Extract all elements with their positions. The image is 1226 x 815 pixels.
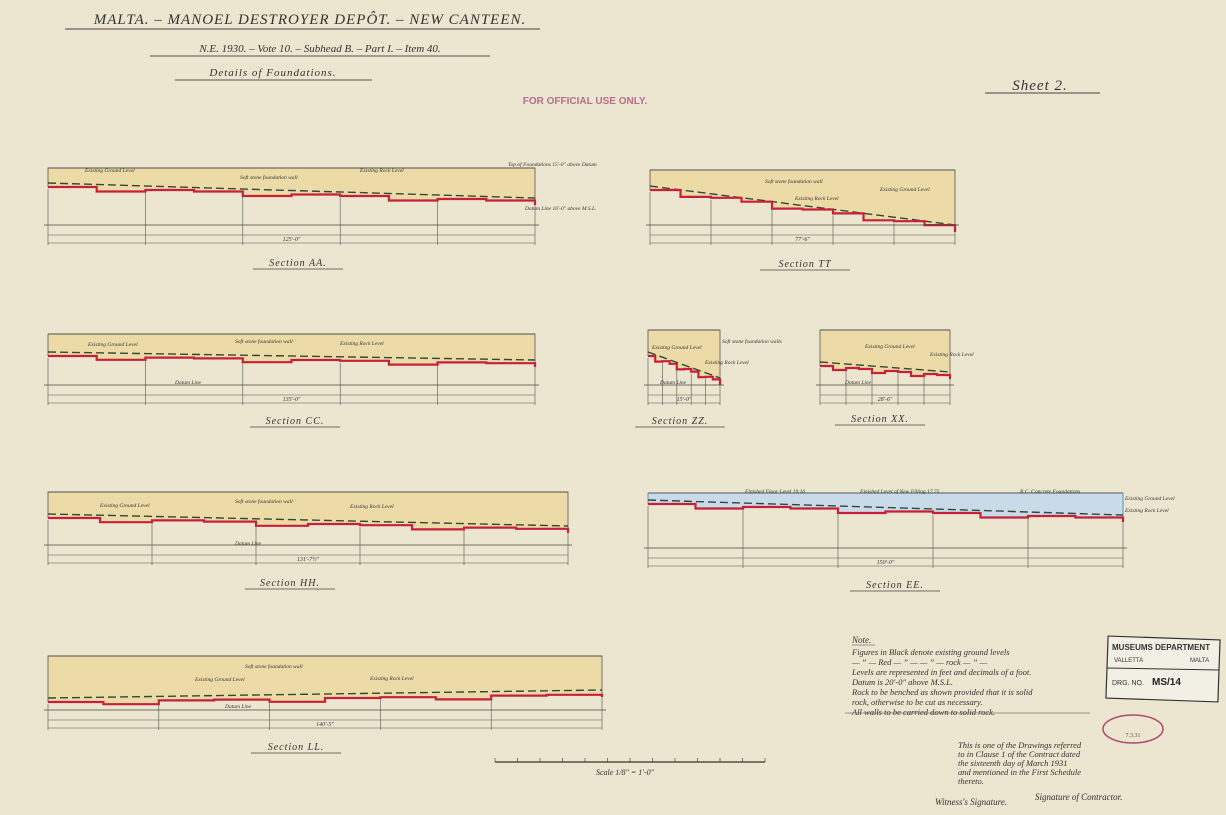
rock-level [820,364,952,379]
contract-line: thereto. [958,776,984,786]
contract-line: This is one of the Drawings referred [958,740,1082,750]
section-note: Existing Rock Level [339,341,384,347]
ground-level [47,182,536,199]
section-note: Existing Ground Level [1124,496,1175,502]
section-note: Soft stone foundation walls [722,338,782,345]
section-note: Existing Ground Level [194,677,245,683]
section-note: Existing Ground Level [99,503,150,509]
section-label: Section LL. [268,742,325,753]
section-note: Soft stone foundation wall [240,174,298,181]
rock-level [48,354,537,367]
note-title: Note. [851,635,871,645]
contract-line: to in Clause 1 of the Contract dated [958,749,1081,759]
section-note: Datum Line [234,541,262,547]
section-note: Existing Ground Level [84,168,135,174]
rock-level [48,516,570,533]
section-note: Existing Rock Level [704,360,749,366]
section-note: Existing Rock Level [369,676,414,682]
section-note: Existing Rock Level [1124,508,1169,514]
section-note: Existing Rock Level [929,352,974,358]
note-line: Levels are represented in feet and decim… [851,667,1031,677]
drg-label: DRG. NO. [1112,680,1144,687]
section-note: Existing Rock Level [359,168,404,174]
scale-label: Scale 1/8" = 1'-0" [596,768,655,777]
section-note: Existing Ground Level [864,344,915,350]
date-stamp [1102,714,1164,744]
section-note: Soft stone foundation wall [245,663,303,670]
section-label: Section HH. [260,578,320,589]
section-note: R.C. Concrete Foundations [1019,489,1080,495]
section-note: Datum Line 16'-0" above M.S.L. [524,206,596,212]
ground-level [819,361,951,373]
drg-number: MS/14 [1152,677,1181,688]
section-label: Section CC. [266,416,325,427]
dimension-total: 150'-0" [877,560,895,566]
note-line: Datum is 20'-0" above M.S.L. [851,677,953,687]
section-label: Section XX. [851,414,909,425]
rock-level [48,185,537,205]
contractor-signature: Signature of Contractor. [1035,792,1122,802]
section-note: Existing Ground Level [651,345,702,351]
section-note: Finished Level of New Filling 17.75 [859,488,940,495]
section-note: Soft stone foundation wall [235,338,293,345]
section-note: Datum Line [659,380,687,386]
note-line: Rock to be benched as shown provided tha… [851,687,1033,697]
subtitle: N.E. 1930. – Vote 10. – Subhead B. – Par… [198,43,440,55]
section-note: Top of Foundations 15'-0" above Datum [508,161,597,168]
note-line: All walls to be carried down to solid ro… [851,707,995,717]
dimension-total: 125'-0" [283,237,301,243]
rock-level [648,502,1125,522]
dimension-total: 77'-6" [795,237,810,243]
section-note: Existing Ground Level [87,342,138,348]
ground-level [647,351,721,379]
ground-level [647,499,1124,516]
rock-level [648,354,722,385]
ground-level [47,513,569,527]
section-note: Soft stone foundation wall [765,178,823,185]
dimension-total: 15'-0" [677,397,692,403]
museum-name: MUSEUMS DEPARTMENT [1112,643,1210,652]
date-stamp-text: 7.3.31 [1126,733,1141,739]
rock-level [650,188,957,232]
section-label: Section TT [778,259,831,270]
section-note: Existing Rock Level [349,504,394,510]
section-note: Soft stone foundation wall [235,498,293,505]
stamp-rule [1106,667,1220,671]
section-note: Finished Floor Level 19.16 [744,489,805,495]
official-stamp: FOR OFFICIAL USE ONLY. [523,96,648,107]
section-label: Section EE. [866,580,924,591]
witness-signature: Witness's Signature. [935,797,1007,807]
dimension-total: 140'-5" [316,721,334,728]
section-note: Datum Line [174,380,202,386]
dimension-total: 135'-0" [283,397,301,403]
museum-city: VALLETTA [1114,658,1143,664]
title: MALTA. – MANOEL DESTROYER DEPÔT. – NEW C… [93,11,527,28]
ground-level [47,689,603,699]
dimension-total: 28'-6" [878,397,893,403]
contract-line: and mentioned in the First Schedule [958,767,1081,777]
ground-level [47,351,536,361]
section-note: Datum Line [844,380,872,386]
contract-line: the sixteenth day of March 1931 [958,758,1067,768]
note-line: — ” — Red — ” — — ” — rock — ” — [851,657,987,667]
section-note: Existing Rock Level [794,196,839,202]
section-label: Section AA. [269,258,326,269]
note-line: rock, otherwise to be cut as necessary. [852,697,982,707]
details-title: Details of Foundations. [208,67,336,79]
section-label: Section ZZ. [652,416,709,427]
sheet-number: Sheet 2. [1012,78,1067,94]
note-line: Figures in Black denote existing ground … [851,647,1010,657]
dimension-total: 131'-7½" [297,556,320,563]
museum-country: MALTA [1190,658,1209,664]
ground-level [649,185,956,226]
section-note: Datum Line [224,704,252,710]
section-note: Existing Ground Level [879,187,930,193]
